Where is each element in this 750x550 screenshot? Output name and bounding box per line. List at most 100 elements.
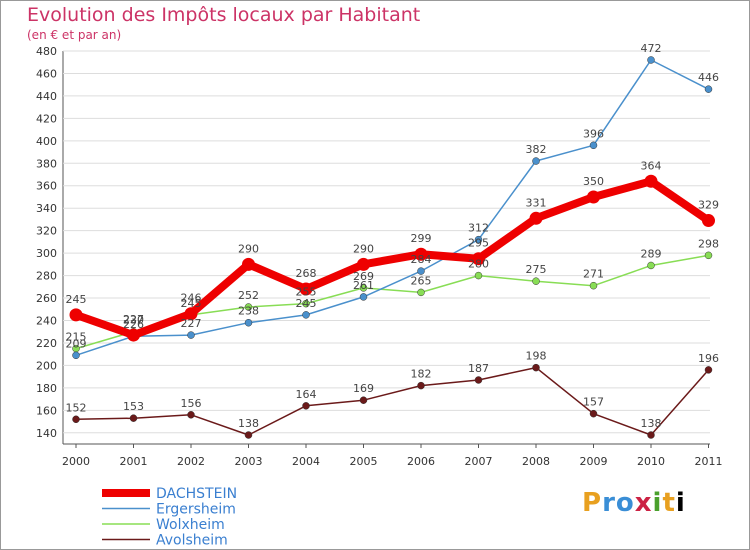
data-label: 280 [468, 258, 489, 271]
data-label: 138 [641, 417, 662, 430]
series-line-wolxheim [75, 254, 710, 350]
logo-letter: P [582, 488, 603, 518]
data-point [127, 328, 140, 342]
data-point [302, 299, 310, 308]
data-point [647, 261, 655, 270]
y-tick-label: 180 [36, 382, 57, 395]
data-label: 329 [698, 199, 719, 212]
data-label: 312 [468, 222, 489, 235]
y-tick-label: 400 [36, 135, 57, 148]
y-tick-label: 480 [36, 45, 57, 58]
data-label: 252 [238, 289, 259, 302]
data-label: 182 [411, 368, 432, 381]
chart-subtitle: (en € et par an) [27, 28, 122, 42]
chart-title: Evolution des Impôts locaux par Habitant [27, 4, 421, 26]
data-point [414, 247, 428, 261]
data-point [244, 318, 253, 327]
legend-label: Ergersheim [156, 502, 236, 518]
data-label: 187 [468, 362, 489, 375]
data-label: 138 [238, 417, 259, 430]
data-point [299, 282, 313, 296]
data-label: 284 [411, 253, 432, 266]
data-point [302, 402, 310, 410]
logo-letter: i [675, 488, 686, 518]
data-label: 364 [641, 159, 662, 172]
data-point [702, 214, 715, 228]
data-label: 290 [238, 242, 259, 255]
y-tick-label: 280 [36, 270, 57, 283]
data-point [242, 257, 255, 271]
data-label: 265 [411, 274, 432, 287]
data-label: 472 [641, 42, 662, 55]
data-label: 209 [66, 337, 87, 350]
data-label: 238 [238, 305, 259, 318]
y-tick-label: 140 [36, 427, 57, 440]
data-label: 215 [66, 331, 87, 344]
x-tick-label: 2000 [62, 455, 90, 468]
data-label: 298 [698, 237, 719, 250]
data-point [474, 235, 483, 244]
logo-letter: r [602, 488, 616, 518]
data-point [644, 174, 658, 188]
logo-letter: i [652, 488, 663, 518]
data-point [417, 267, 425, 275]
data-label: 156 [181, 397, 202, 410]
legend-label: DACHSTEIN [156, 486, 237, 502]
data-label: 396 [583, 127, 604, 140]
y-tick-label: 220 [36, 337, 57, 350]
y-tick-labels: 140 160 180 200 220 240 260 280 300 320 340 360 380 4… [36, 45, 57, 440]
data-label: 271 [583, 268, 604, 281]
y-tick-label: 320 [36, 225, 57, 238]
data-label: 164 [296, 388, 317, 401]
data-point [72, 415, 80, 424]
data-label: 245 [181, 297, 202, 310]
data-label: 227 [123, 313, 144, 326]
y-tick-label: 360 [36, 180, 57, 193]
y-tick-label: 380 [36, 157, 57, 170]
data-point [472, 252, 485, 266]
x-tick-label: 2008 [522, 455, 550, 468]
data-label: 382 [526, 143, 547, 156]
proxiti-logo: Proxiti [582, 488, 686, 518]
data-label: 226 [123, 318, 144, 331]
data-point [474, 271, 483, 280]
data-label: 261 [353, 279, 374, 292]
series-line-dachstein [72, 177, 713, 340]
data-point [187, 411, 195, 419]
data-label: 295 [468, 237, 489, 250]
data-label: 198 [526, 350, 547, 363]
data-point [587, 190, 600, 204]
data-point [647, 56, 655, 64]
logo-letter: o [615, 488, 635, 518]
data-label: 255 [296, 286, 317, 299]
data-point [187, 331, 195, 339]
data-point [359, 293, 368, 301]
data-point [589, 409, 598, 418]
data-point [704, 251, 713, 260]
data-point [704, 85, 713, 93]
x-tick-label: 2007 [465, 455, 493, 468]
data-point [69, 308, 83, 322]
data-label: 153 [123, 400, 144, 413]
data-label: 157 [583, 396, 604, 409]
logo-letter: x [634, 488, 653, 518]
data-label: 275 [526, 263, 547, 276]
data-label: 246 [181, 292, 202, 305]
data-label: 268 [296, 267, 317, 280]
x-tick-label: 2001 [120, 455, 148, 468]
data-label: 289 [641, 247, 662, 260]
data-point [704, 366, 713, 374]
data-label: 350 [583, 175, 604, 188]
data-point [302, 311, 310, 319]
data-label: 245 [66, 293, 87, 306]
y-tick-label: 300 [36, 247, 57, 260]
data-point [357, 257, 370, 271]
data-point [417, 288, 425, 297]
data-label: 152 [66, 401, 87, 414]
grid-lines [63, 50, 710, 434]
data-point [532, 157, 540, 165]
y-tick-label: 160 [36, 404, 57, 417]
data-point [359, 396, 368, 404]
